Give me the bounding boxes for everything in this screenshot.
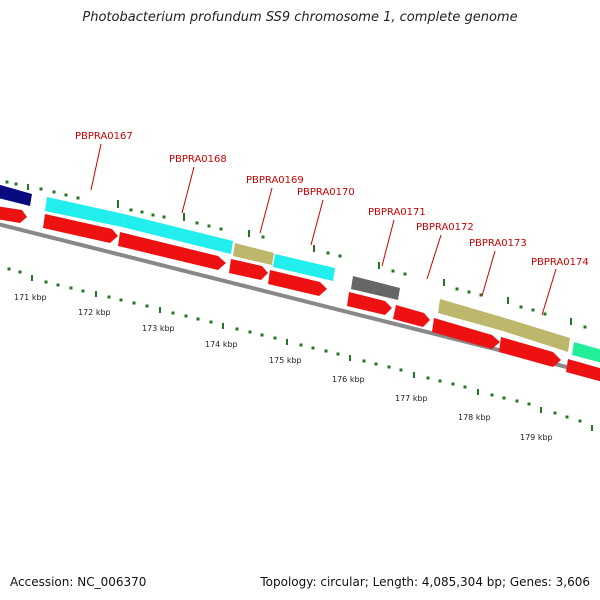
- upper-tick-row: [5, 180, 587, 329]
- kbp-label-175: 175 kbp: [269, 356, 302, 365]
- kbp-label-179: 179 kbp: [520, 433, 553, 442]
- kbp-label-174: 174 kbp: [205, 340, 238, 349]
- gene-bar-PBPRA0170[interactable]: [273, 254, 335, 281]
- cds-arrow-6[interactable]: [393, 305, 430, 327]
- cds-arrow-2[interactable]: [118, 232, 226, 270]
- kbp-label-171: 171 kbp: [14, 293, 47, 302]
- kbp-label-178: 178 kbp: [458, 413, 491, 422]
- partial-gene-navy: [0, 184, 32, 206]
- cds-arrow-1[interactable]: [43, 214, 118, 243]
- gene-label-PBPRA0171[interactable]: PBPRA0171: [368, 207, 426, 218]
- kbp-label-172: 172 kbp: [78, 308, 111, 317]
- gene-bar-PBPRA0167[interactable]: [45, 197, 124, 227]
- gene-bar-PBPRA0171[interactable]: [351, 276, 400, 300]
- gene-label-PBPRA0173[interactable]: PBPRA0173: [469, 238, 527, 249]
- gene-label-PBPRA0172[interactable]: PBPRA0172: [416, 222, 474, 233]
- kbp-label-173: 173 kbp: [142, 324, 175, 333]
- genome-stats-text: Topology: circular; Length: 4,085,304 bp…: [260, 575, 590, 589]
- gene-bar-PBPRA0174[interactable]: [572, 342, 600, 365]
- cds-arrow-8[interactable]: [499, 337, 561, 367]
- accession-text: Accession: NC_006370: [10, 575, 147, 589]
- gene-bar-PBPRA0173[interactable]: [503, 318, 570, 352]
- gene-label-PBPRA0169[interactable]: PBPRA0169: [246, 175, 304, 186]
- partial-cds-arrow-left: [0, 206, 27, 223]
- gene-leader-lines: [90, 143, 557, 316]
- cds-arrow-3[interactable]: [229, 259, 268, 280]
- gene-label-PBPRA0168[interactable]: PBPRA0168: [169, 154, 227, 165]
- gene-bar-PBPRA0172[interactable]: [438, 299, 505, 331]
- cds-arrow-9[interactable]: [566, 359, 600, 384]
- gene-label-PBPRA0170[interactable]: PBPRA0170: [297, 187, 355, 198]
- cds-arrow-5[interactable]: [347, 292, 392, 315]
- kbp-label-177: 177 kbp: [395, 394, 428, 403]
- gene-label-PBPRA0167[interactable]: PBPRA0167: [75, 131, 133, 142]
- map-title: Photobacterium profundum SS9 chromosome …: [82, 10, 518, 25]
- lower-tick-row: [7, 267, 593, 431]
- gene-label-PBPRA0174[interactable]: PBPRA0174: [531, 257, 589, 268]
- gene-bar-PBPRA0169[interactable]: [233, 243, 274, 265]
- gene-bar-PBPRA0168[interactable]: [122, 214, 233, 254]
- cds-arrow-7[interactable]: [432, 318, 500, 349]
- cds-arrow-4[interactable]: [268, 270, 327, 296]
- kbp-label-176: 176 kbp: [332, 375, 365, 384]
